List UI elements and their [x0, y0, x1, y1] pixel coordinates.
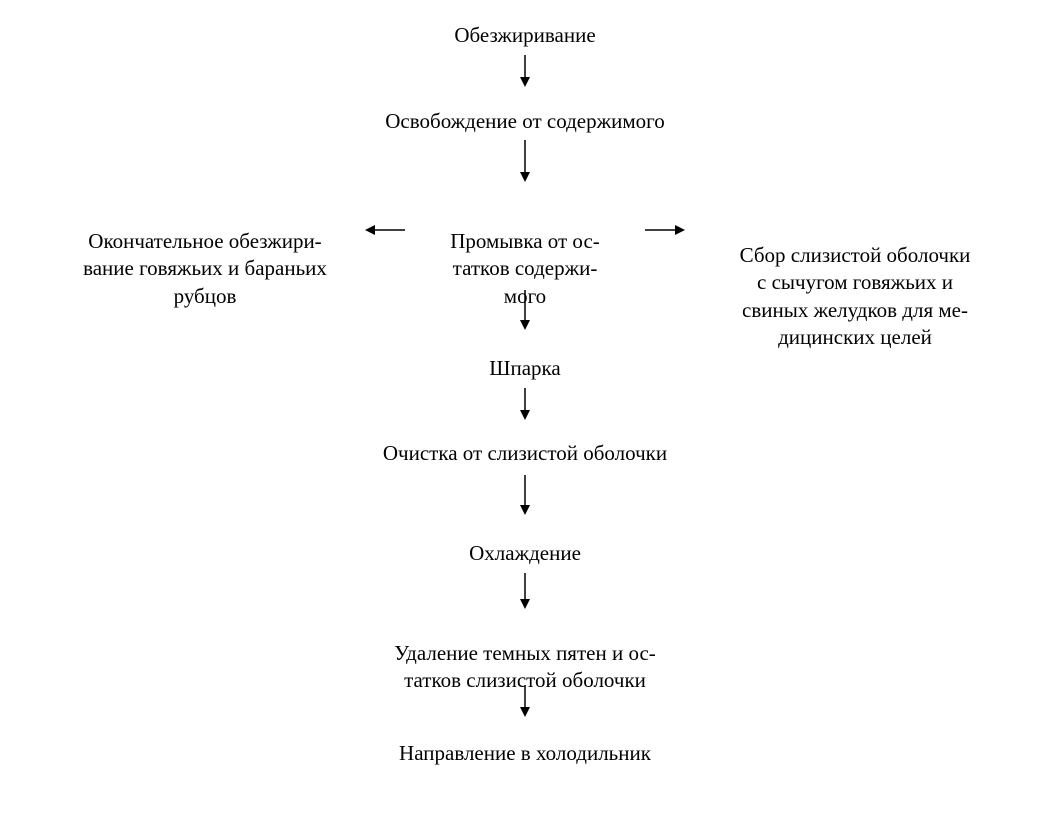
flowchart-arrow-a8 [365, 222, 405, 243]
flowchart-arrow-a9 [645, 222, 685, 243]
flowchart-arrow-a6 [517, 573, 533, 614]
flowchart-arrow-a2 [517, 140, 533, 187]
flowchart-arrow-a3 [517, 290, 533, 335]
flowchart-node-n5: Сбор слизистой оболочкис сычугом говяжьи… [705, 242, 1005, 351]
flowchart-arrow-a7 [517, 685, 533, 722]
flowchart-arrow-a1 [517, 55, 533, 92]
flowchart-node-n4: Окончательное обезжири-вание говяжьих и … [60, 228, 350, 310]
flowchart-node-n10: Направление в холодильник [325, 740, 725, 767]
flowchart-node-n2: Освобождение от содержимого [325, 108, 725, 135]
flowchart-node-n1: Обезжиривание [375, 22, 675, 49]
flowchart-node-n8: Охлаждение [425, 540, 625, 567]
flowchart-node-n7: Очистка от слизистой оболочки [325, 440, 725, 467]
flowchart-arrow-a4 [517, 388, 533, 425]
flowchart-node-n6: Шпарка [425, 355, 625, 382]
flowchart-arrow-a5 [517, 475, 533, 520]
